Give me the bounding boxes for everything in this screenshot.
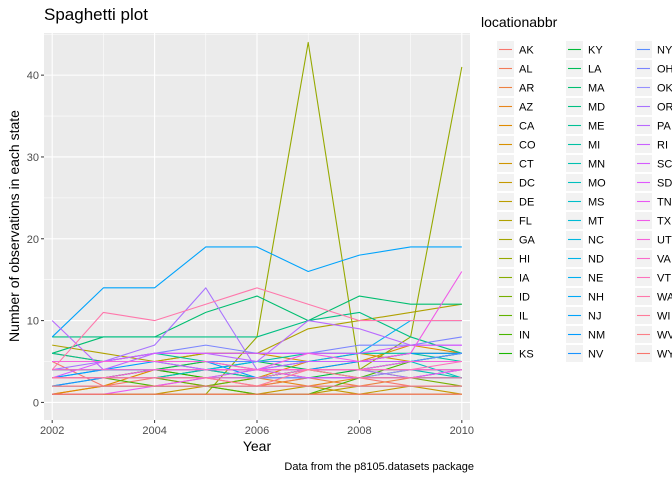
y-axis-label: Number of observations in each state [6, 110, 22, 342]
legend-label: LA [588, 64, 602, 76]
x-tick-label: 2002 [40, 425, 64, 437]
legend-label: AR [519, 83, 534, 95]
legend-label: DE [519, 197, 534, 209]
series-line-nj [51, 246, 462, 338]
x-axis-ticks: 2002 2004 2006 2008 2010 [40, 420, 474, 437]
x-tick-label: 2004 [142, 425, 166, 437]
series-lines [51, 41, 463, 395]
y-tick-label: 30 [27, 152, 39, 164]
legend-label: CA [519, 121, 535, 133]
legend-label: MN [588, 159, 605, 171]
legend-label: FL [519, 216, 532, 228]
y-tick-label: 10 [27, 316, 39, 328]
x-tick-label: 2006 [245, 425, 269, 437]
legend-label: WA [657, 292, 672, 304]
legend: AK AL AR AZ CA CO CT DC DE FL GA HI IA ID IL IN KS KY LA MA… [497, 41, 672, 362]
chart-caption: Data from the p8105.datasets package [284, 461, 474, 473]
legend-label: AL [519, 64, 532, 76]
legend-label: MA [588, 83, 605, 95]
legend-label: AK [519, 45, 534, 57]
legend-label: MD [588, 102, 605, 114]
legend-label: RI [657, 140, 668, 152]
legend-label: KY [588, 45, 603, 57]
series-line-md [52, 311, 462, 354]
legend-label: NE [588, 273, 603, 285]
legend-label: NV [588, 349, 604, 361]
legend-label: PA [657, 121, 672, 133]
legend-label: GA [519, 235, 536, 247]
series-line-wa [51, 287, 462, 371]
legend-label: ME [588, 121, 605, 133]
legend-label: SC [657, 159, 672, 171]
legend-label: VA [657, 254, 672, 266]
x-tick-label: 2010 [450, 425, 474, 437]
legend-label: IN [519, 330, 530, 342]
legend-label: NH [588, 292, 604, 304]
legend-label: OK [657, 83, 672, 95]
y-tick-label: 40 [27, 70, 39, 82]
legend-label: IL [519, 311, 528, 323]
legend-label: KS [519, 349, 534, 361]
legend-label: DC [519, 178, 535, 190]
legend-label: TX [657, 216, 672, 228]
legend-label: NY [657, 45, 672, 57]
legend-label: NC [588, 235, 604, 247]
y-axis-ticks: 0 10 20 30 40 [27, 70, 44, 409]
legend-label: NJ [588, 311, 601, 323]
legend-label: OH [657, 64, 672, 76]
legend-label: WV [657, 330, 672, 342]
legend-label: UT [657, 235, 672, 247]
legend-label: MO [588, 178, 606, 190]
legend-label: ND [588, 254, 604, 266]
legend-label: CO [519, 140, 536, 152]
legend-label: AZ [519, 102, 533, 114]
legend-label: ID [519, 292, 530, 304]
series-line-sc [52, 344, 462, 379]
x-axis-label: Year [243, 438, 272, 454]
legend-label: CT [519, 159, 534, 171]
legend-title: locationabbr [481, 14, 558, 30]
legend-label: MT [588, 216, 604, 228]
legend-label: MS [588, 197, 605, 209]
series-line-pa [51, 320, 462, 371]
legend-label: MI [588, 140, 600, 152]
legend-label: VT [657, 273, 671, 285]
legend-label: TN [657, 197, 672, 209]
legend-label: WY [657, 349, 672, 361]
legend-label: IA [519, 273, 530, 285]
legend-label: WI [657, 311, 670, 323]
y-tick-label: 20 [27, 234, 39, 246]
legend-label: OR [657, 102, 672, 114]
legend-label: HI [519, 254, 530, 266]
legend-label: NM [588, 330, 605, 342]
chart-title: Spaghetti plot [44, 5, 148, 24]
x-tick-label: 2008 [347, 425, 371, 437]
legend-label: SD [657, 178, 672, 190]
y-tick-label: 0 [33, 397, 39, 409]
